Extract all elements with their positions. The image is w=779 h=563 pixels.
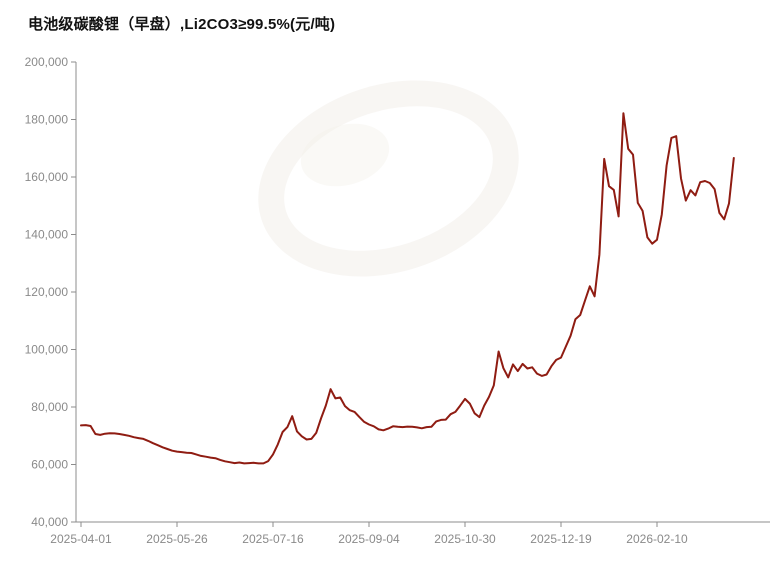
y-axis-tick-label: 140,000 [25,228,69,242]
price-line [80,112,735,465]
y-axis-tick-label: 160,000 [25,170,69,184]
y-axis-tick-label: 100,000 [25,343,69,357]
y-axis-tick-label: 200,000 [25,55,69,69]
chart-title: 电池级碳酸锂（早盘）,Li2CO3≥99.5%(元/吨) [28,16,336,33]
x-axis-tick-label: 2025-05-26 [146,532,208,546]
x-axis-tick-label: 2025-10-30 [434,532,496,546]
x-axis-tick-label: 2025-12-19 [530,532,592,546]
x-axis-tick-label: 2025-04-01 [50,532,112,546]
y-axis-tick-label: 60,000 [31,458,68,472]
y-axis-tick-label: 80,000 [31,400,68,414]
x-axis-tick-label: 2025-07-16 [242,532,304,546]
y-axis-tick-label: 40,000 [31,515,68,529]
y-axis-tick-label: 180,000 [25,113,69,127]
axis-lines [75,62,770,523]
x-axis-tick-label: 2025-09-04 [338,532,400,546]
x-axis-tick-label: 2026-02-10 [626,532,688,546]
y-axis-tick-label: 120,000 [25,285,69,299]
